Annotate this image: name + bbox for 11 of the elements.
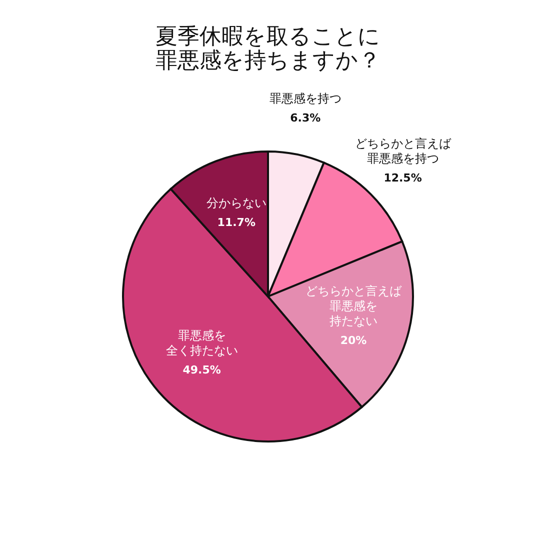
data-label: 11.7%: [217, 216, 256, 229]
slice-label: 罪悪感を全く持たない: [166, 328, 238, 358]
slice-label: 分からない: [206, 196, 266, 210]
data-label: 12.5%: [384, 172, 422, 185]
data-label: 6.3%: [290, 112, 321, 125]
chart-title: 夏季休暇を取ることに罪悪感を持ちますか？: [156, 24, 380, 74]
slice-label: どちらかと言えば罪悪感を持つ: [354, 136, 452, 166]
slice-label: どちらかと言えば罪悪感を持たない: [306, 284, 403, 328]
data-label: 20%: [340, 334, 367, 347]
slice-label: 罪悪感を持つ: [269, 92, 342, 106]
data-label: 49.5%: [182, 363, 221, 376]
